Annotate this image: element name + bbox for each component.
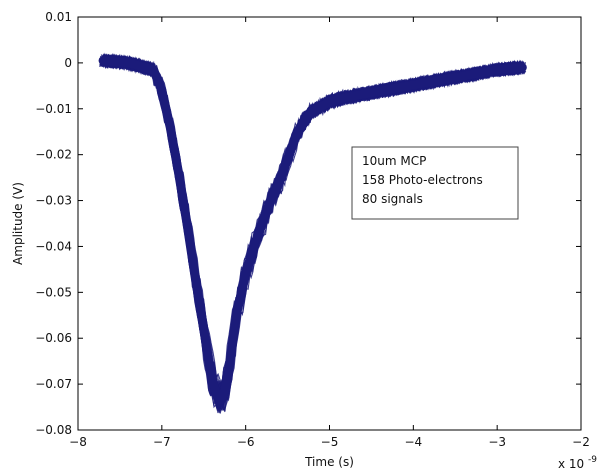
- x-axis-multiplier-base: x 10: [558, 457, 584, 471]
- x-axis-label: Time (s): [304, 455, 354, 469]
- legend: 10um MCP 158 Photo-electrons 80 signals: [351, 146, 519, 220]
- x-tick-label: −2: [572, 435, 590, 449]
- x-tick-label: −4: [404, 435, 422, 449]
- x-tick-label: −8: [69, 435, 87, 449]
- x-tick-label: −3: [488, 435, 506, 449]
- x-axis-multiplier: x 10 -9: [558, 455, 597, 471]
- legend-line-1: 10um MCP: [362, 154, 426, 168]
- y-tick-label: −0.05: [35, 285, 72, 299]
- plot-area: [98, 52, 527, 414]
- y-axis-label: Amplitude (V): [11, 182, 25, 265]
- y-tick-label: −0.08: [35, 423, 72, 437]
- axes: −8 −7 −6 −5 −4 −3 −2 −0.08 −0.07 −0.06 −0.05 −0.04 −…: [35, 10, 590, 449]
- y-tick-label: 0: [64, 56, 72, 70]
- y-tick-label: −0.07: [35, 377, 72, 391]
- legend-line-3: 80 signals: [362, 192, 423, 206]
- y-tick-label: −0.06: [35, 331, 72, 345]
- y-tick-label: −0.04: [35, 239, 72, 253]
- x-axis-multiplier-exponent: -9: [588, 455, 597, 465]
- x-tick-label: −6: [237, 435, 255, 449]
- x-tick-label: −7: [153, 435, 171, 449]
- x-tick-label: −5: [321, 435, 339, 449]
- y-tick-label: −0.02: [35, 148, 72, 162]
- y-tick-label: −0.03: [35, 194, 72, 208]
- y-tick-label: 0.01: [45, 10, 72, 24]
- signal-band: [98, 56, 527, 405]
- legend-box: [351, 146, 519, 220]
- legend-line-2: 158 Photo-electrons: [362, 173, 483, 187]
- y-tick-label: −0.01: [35, 102, 72, 116]
